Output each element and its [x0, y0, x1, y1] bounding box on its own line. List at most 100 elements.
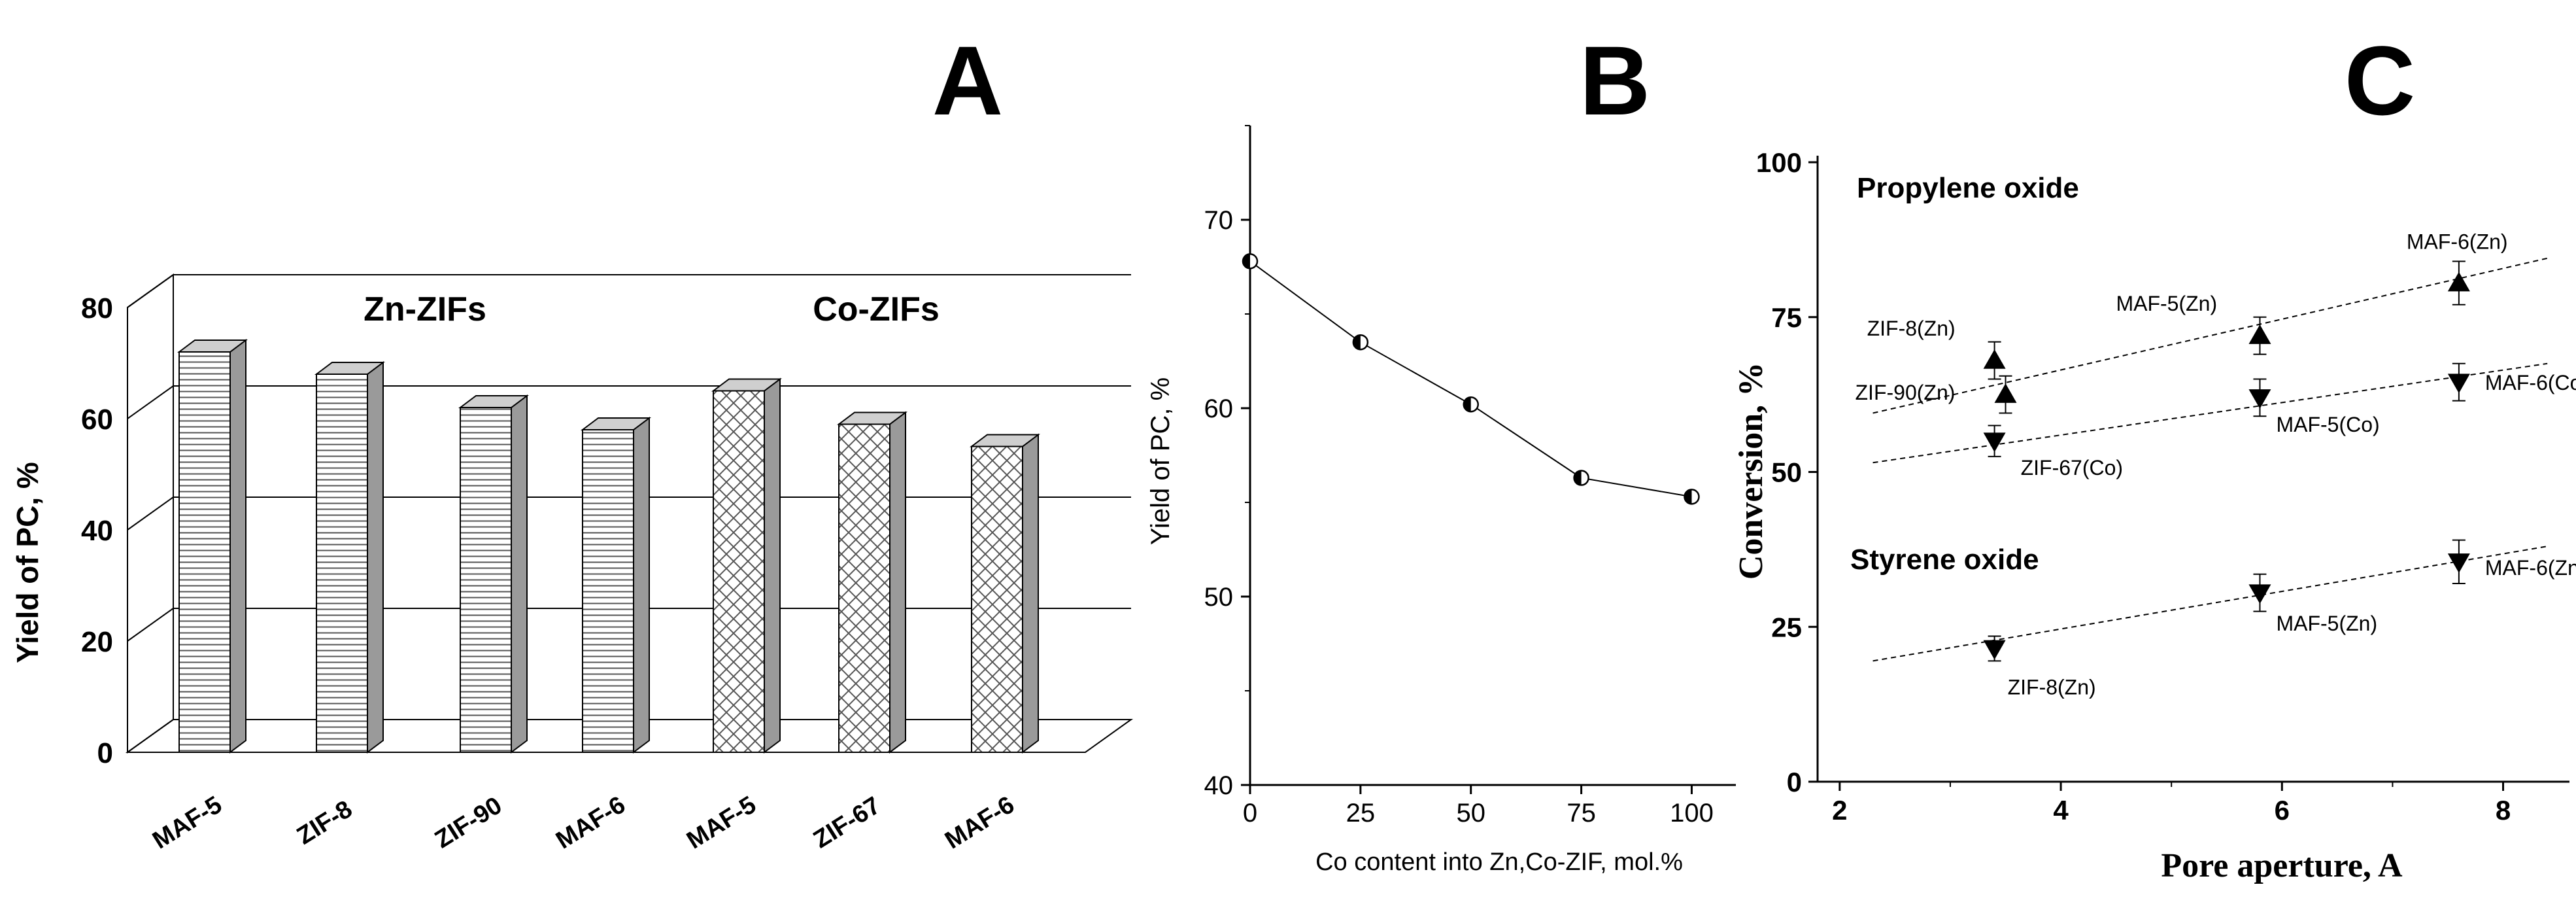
panel-c-x-tick-labels: 2 4 6 8	[1832, 795, 2511, 826]
panel-a-bar	[460, 407, 512, 753]
panel-a-bar	[582, 429, 634, 753]
panel-b-y-tick-label: 70	[1204, 206, 1234, 235]
panel-c-point	[1983, 425, 2006, 457]
panel-a-group-label-zn: Zn-ZIFs	[364, 290, 486, 328]
panel-c-point-label: MAF-6(Zn)	[2407, 230, 2508, 254]
panel-a-x-tick-labels: MAF-5 ZIF-8 ZIF-90 MAF-6 MAF-5 ZIF-67 MAF-6	[148, 791, 1019, 854]
panel-a-bar	[971, 445, 1023, 753]
panel-c-point-label: ZIF-8(Zn)	[1867, 317, 1956, 340]
panel-a-bar-side	[633, 417, 650, 754]
panel-a-bar-top	[314, 362, 385, 375]
panel-a-x-tick-label: MAF-6	[551, 791, 630, 854]
panel-c-y-tick-label: 50	[1771, 457, 1802, 488]
panel-c-triangle-down-marker	[2248, 584, 2271, 604]
panel-b-x-tick-label: 100	[1670, 799, 1714, 828]
panel-b-x-tick-label: 75	[1567, 799, 1596, 828]
panel-a-gridline-side	[127, 608, 174, 642]
panel-b-y-tick-label: 60	[1204, 394, 1234, 423]
panel-a-bar-chart: A 0 20 40 60 80 MAF-5 ZIF-8 ZIF-90 MAF-6 MAF-5 ZI…	[10, 26, 1134, 854]
panel-a-x-tick-label: MAF-5	[148, 791, 227, 854]
panel-c-point-label: ZIF-8(Zn)	[2008, 675, 2096, 699]
panel-c-points	[1983, 260, 2470, 662]
panel-c-triangle-up-marker	[2248, 324, 2271, 344]
panel-b-points	[1242, 253, 1700, 505]
panel-c-point	[1994, 375, 2017, 414]
panel-a-y-tick-label: 80	[81, 292, 113, 324]
panel-c-y-tick-labels: 0 25 50 75 100	[1756, 147, 1802, 797]
panel-c-axes	[1808, 156, 2569, 791]
panel-c-triangle-down-marker	[1983, 432, 2006, 453]
panel-c-triangle-down-marker	[1983, 640, 2006, 660]
panel-c-section-label-propylene: Propylene oxide	[1857, 172, 2079, 204]
panel-c-trend-lines	[1873, 257, 2548, 662]
panel-a-bar-top	[711, 378, 782, 392]
panel-c-point-label: MAF-5(Co)	[2276, 413, 2379, 436]
panel-b-point-half	[1353, 335, 1361, 350]
panel-b-line	[1249, 260, 1692, 498]
panel-c-y-tick-label: 100	[1756, 147, 1802, 178]
panel-c-point	[1983, 635, 2006, 662]
panel-a-gridline-side	[127, 385, 174, 419]
panel-a-group-label-co: Co-ZIFs	[813, 290, 940, 328]
panel-c-point-label: ZIF-90(Zn)	[1856, 381, 1956, 404]
panel-a-bar	[838, 423, 890, 753]
panel-a-letter: A	[932, 26, 1003, 135]
panel-a-x-tick-label: MAF-6	[940, 791, 1019, 854]
panel-c-trend-line	[1873, 362, 2548, 464]
panel-a-x-tick-label: ZIF-8	[292, 795, 357, 850]
panel-c-x-axis-label: Pore aperture, A	[2161, 847, 2403, 884]
panel-a-floor	[125, 719, 1134, 753]
panel-c-triangle-down-marker	[2447, 553, 2470, 573]
panel-a-bar	[178, 351, 231, 753]
panel-b-x-tick-label: 25	[1346, 799, 1376, 828]
panel-c-point-label: MAF-6(Co)	[2485, 371, 2576, 394]
panel-c-y-axis-label: Conversion, %	[1733, 362, 1770, 580]
panel-b-x-axis-label: Co content into Zn,Co-ZIF, mol.%	[1315, 848, 1683, 876]
panel-a-bar-side	[511, 394, 528, 754]
panel-a-gridline-side	[127, 274, 174, 308]
panel-b-axes	[1241, 125, 1736, 794]
panel-b-x-tick-label: 50	[1456, 799, 1485, 828]
panel-b-point-half	[1463, 397, 1471, 412]
panel-b-point	[1352, 334, 1369, 351]
panel-a-bar-side	[764, 377, 781, 754]
panel-c-x-tick-label: 2	[1832, 795, 1847, 826]
panel-c-triangle-up-marker	[1983, 349, 2006, 369]
panel-b-letter: B	[1580, 26, 1650, 135]
panel-a-y-tick-label: 20	[81, 626, 113, 658]
panel-b-series-line	[1249, 260, 1692, 498]
panel-c-scatter-chart: C ZIF-8(Zn)ZIF-90(Zn)MAF-5(Zn)MAF-6(Zn)Z…	[1733, 26, 2576, 884]
panel-a-x-tick-label: ZIF-90	[430, 792, 507, 854]
panel-a-bar-side	[367, 361, 384, 754]
panel-b-x-tick-label: 0	[1243, 799, 1257, 828]
panel-a-bar-top	[458, 395, 529, 408]
panel-c-point-label: MAF-5(Zn)	[2276, 612, 2377, 635]
panel-b-point	[1242, 253, 1259, 270]
panel-c-x-tick-label: 4	[2053, 795, 2069, 826]
panel-c-trend-line	[1873, 257, 2548, 414]
panel-a-bar	[713, 390, 765, 753]
panel-c-section-label-styrene: Styrene oxide	[1850, 544, 2039, 576]
panel-c-y-tick-label: 75	[1771, 302, 1802, 333]
panel-c-triangle-down-marker	[2248, 389, 2271, 409]
panel-b-y-tick-label: 40	[1204, 771, 1234, 800]
panel-c-point-label: ZIF-67(Co)	[2021, 456, 2123, 479]
panel-c-point	[2248, 316, 2271, 355]
panel-b-point	[1684, 489, 1700, 505]
panel-a-y-tick-label: 0	[97, 737, 113, 769]
panel-a-bar-top	[581, 417, 651, 430]
panel-c-point	[2447, 260, 2470, 305]
panel-c-x-tick-label: 8	[2496, 795, 2511, 826]
panel-b-point-half	[1574, 470, 1582, 485]
panel-c-point	[2447, 539, 2470, 584]
panel-c-point-labels: ZIF-8(Zn) ZIF-90(Zn) MAF-5(Zn) MAF-6(Zn) ZIF…	[1856, 230, 2576, 699]
panel-c-point	[2447, 362, 2470, 402]
panel-c-point-label: MAF-5(Zn)	[2116, 292, 2217, 315]
panel-a-y-axis-label: Yield of PC, %	[10, 462, 44, 663]
panel-b-point	[1573, 470, 1589, 486]
panel-b-x-tick-labels: 0 25 50 75 100	[1243, 799, 1714, 828]
panel-c-point	[2248, 378, 2271, 417]
panel-c-y-tick-label: 0	[1787, 767, 1802, 797]
panel-c-point-label: MAF-6(Zn)	[2485, 556, 2576, 580]
panel-a-bar-top	[177, 340, 248, 353]
